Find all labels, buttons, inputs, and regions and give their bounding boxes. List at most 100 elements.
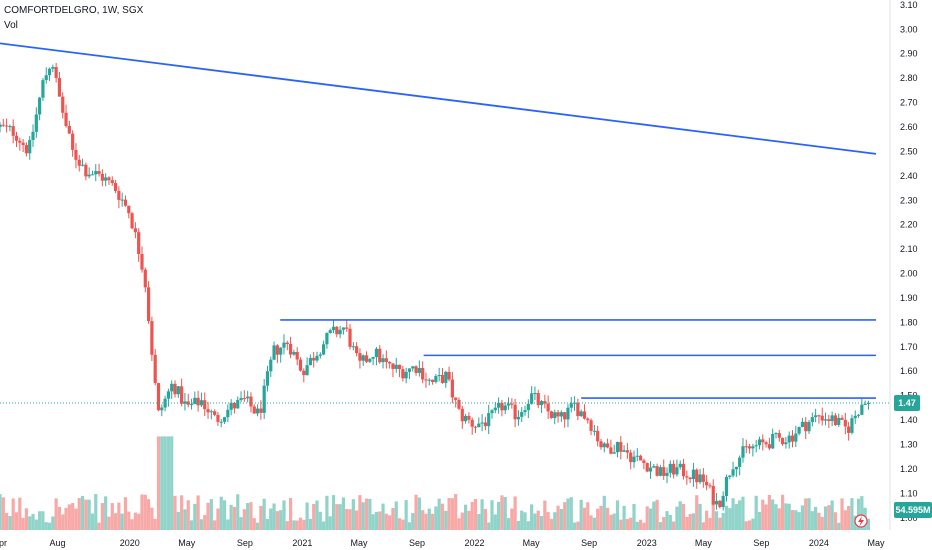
candle-body	[232, 402, 237, 409]
volume-bar	[219, 496, 223, 530]
candle-body	[305, 365, 309, 376]
volume-label: Vol	[4, 20, 18, 31]
volume-badge	[894, 502, 932, 518]
candle-body	[140, 254, 144, 270]
y-tick-label: 1.40	[900, 415, 918, 425]
y-tick-label: 2.00	[900, 269, 918, 279]
candle-body	[744, 446, 748, 448]
volume-bar	[371, 514, 375, 530]
volume-bar	[533, 513, 537, 530]
y-tick-label: 2.70	[900, 98, 918, 108]
volume-bar	[189, 520, 194, 530]
candle-body	[771, 433, 775, 449]
volume-bar	[199, 519, 204, 530]
volume-bar	[18, 497, 22, 530]
volume-bar	[480, 499, 484, 530]
volume-bar	[741, 496, 745, 530]
candle-body	[242, 398, 246, 400]
volume-bar	[302, 519, 306, 530]
volume-bar	[629, 517, 633, 530]
volume-bar	[708, 518, 712, 530]
candle-body	[259, 408, 263, 413]
volume-bar	[513, 496, 517, 530]
volume-bar	[784, 503, 788, 530]
candle-body	[615, 442, 620, 453]
candle-body	[533, 393, 537, 395]
candle-body	[454, 397, 458, 400]
candle-body	[183, 401, 187, 404]
candle-body	[629, 452, 633, 463]
candle-body	[133, 228, 137, 233]
volume-bar	[751, 518, 755, 530]
volume-bar	[34, 519, 38, 530]
candle-body	[827, 419, 831, 422]
volume-bar	[814, 506, 818, 530]
candle-body	[351, 346, 355, 348]
volume-bar	[764, 504, 768, 530]
candle-body	[341, 327, 346, 330]
volume-bar	[388, 515, 392, 530]
candle-body	[308, 357, 312, 366]
volume-bar	[170, 436, 174, 530]
candle-body	[216, 414, 220, 422]
volume-bar	[856, 498, 861, 530]
candle-body	[173, 383, 177, 395]
volume-bar	[14, 512, 19, 530]
candle-body	[457, 399, 461, 409]
candle-body	[312, 357, 316, 361]
volume-bar	[411, 513, 415, 530]
candle-body	[94, 171, 98, 175]
volume-bar	[97, 522, 101, 530]
candle-body	[530, 393, 534, 404]
volume-bar	[137, 513, 141, 530]
volume-bar	[288, 497, 293, 530]
candle-body	[866, 402, 871, 404]
candle-body	[691, 469, 696, 480]
volume-bar	[322, 521, 326, 530]
x-tick-label: May	[695, 538, 713, 548]
volume-bar	[246, 503, 250, 530]
candle-body	[196, 397, 200, 406]
candle-body	[510, 403, 514, 405]
candle-body	[1, 124, 5, 126]
volume-bar	[341, 497, 346, 530]
candle-body	[279, 347, 283, 355]
candle-body	[252, 406, 256, 414]
candle-body	[536, 393, 540, 406]
candle-body	[381, 358, 385, 363]
volume-bar	[823, 506, 828, 530]
candle-body	[57, 77, 62, 97]
candle-body	[513, 404, 517, 420]
candle-body	[853, 415, 857, 419]
volume-bar	[516, 520, 521, 530]
candle-body	[44, 75, 48, 81]
candle-body	[497, 402, 501, 408]
volume-bar	[133, 512, 137, 530]
volume-bar	[757, 511, 762, 530]
volume-bar	[457, 518, 461, 530]
volume-bar	[434, 506, 438, 530]
descending-trendline[interactable]	[0, 42, 877, 155]
volume-bar	[738, 500, 742, 530]
candle-body	[255, 408, 260, 414]
volume-bar	[450, 498, 454, 530]
candle-body	[830, 415, 834, 422]
volume-bar	[308, 518, 312, 530]
candle-body	[186, 401, 190, 405]
candle-body	[28, 139, 32, 154]
candle-body	[645, 463, 649, 472]
candle-body	[718, 500, 722, 508]
candle-body	[450, 379, 454, 398]
candle-body	[480, 422, 484, 424]
volume-bar	[206, 502, 210, 530]
x-tick-label: 2021	[292, 538, 312, 548]
volume-bar	[80, 495, 85, 530]
candle-body	[559, 412, 563, 417]
volume-bar	[652, 501, 656, 530]
candle-body	[391, 363, 395, 369]
volume-bar	[414, 494, 418, 530]
volume-bar	[860, 496, 864, 530]
candle-body	[592, 430, 596, 432]
candle-body	[681, 463, 686, 477]
